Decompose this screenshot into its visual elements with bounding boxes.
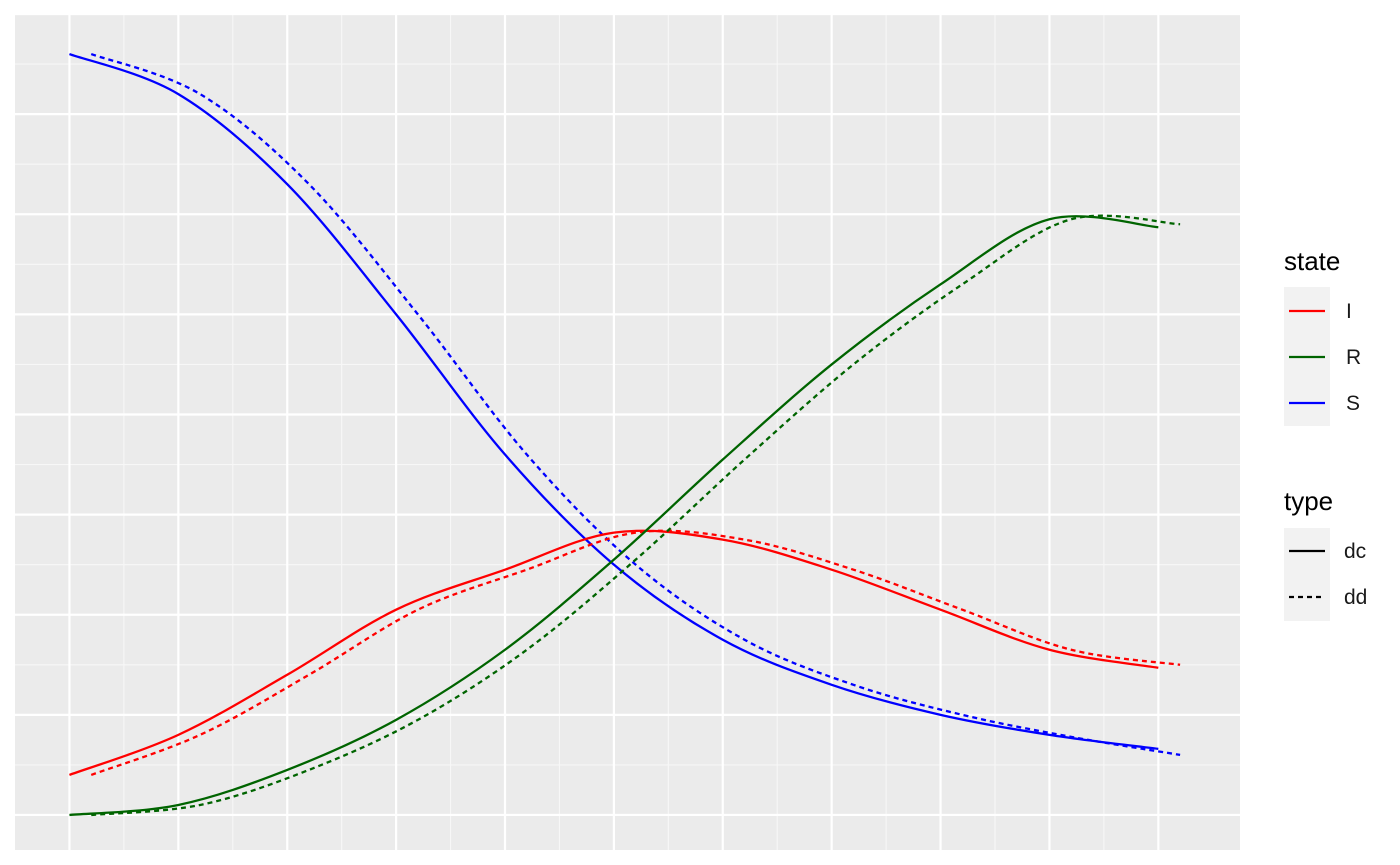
legend-label-dd: dd [1344, 586, 1367, 609]
series-R-dd-line [91, 214, 1181, 817]
legend-label-I: I [1346, 300, 1352, 323]
series-I-dc-line [69, 529, 1159, 776]
series-R-dc-line [69, 215, 1159, 817]
series-lines [69, 52, 1181, 817]
minor-grid [15, 14, 1240, 850]
legend-type: type dc dd [1284, 486, 1367, 621]
legend-label-R: R [1346, 346, 1361, 369]
legend-label-dc: dc [1344, 540, 1366, 563]
legend-type-keys-bg [1284, 528, 1330, 621]
series-S-dc-line [69, 52, 1159, 751]
plot-panel [15, 14, 1240, 850]
legend-label-S: S [1346, 392, 1360, 415]
legend-state-title: state [1284, 246, 1340, 276]
legend-state: state I R S [1284, 246, 1361, 426]
series-I-dd-line [90, 529, 1181, 776]
legend-type-title: type [1284, 486, 1333, 516]
major-grid [15, 12, 1240, 850]
